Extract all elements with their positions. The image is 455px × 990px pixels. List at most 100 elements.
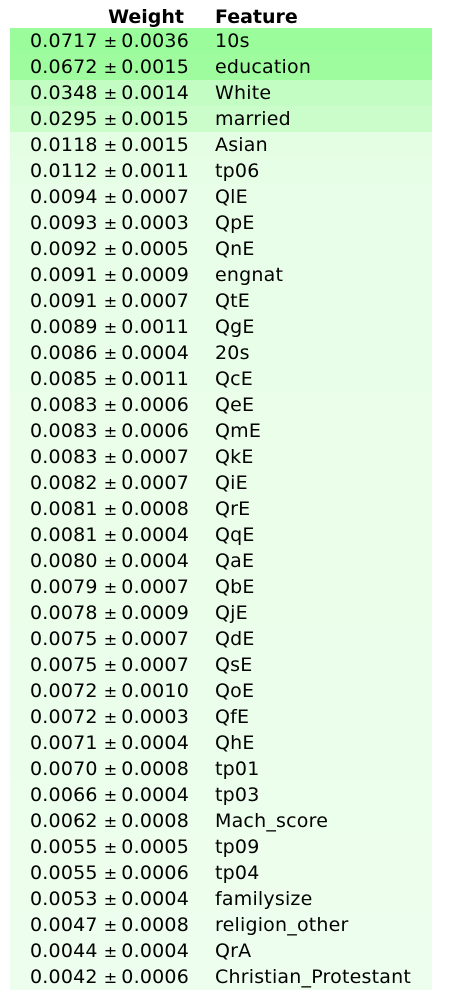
plus-minus-symbol: ± [103,812,118,831]
std-value: 0.0005 [121,238,189,260]
std-value: 0.0015 [121,108,189,130]
plus-minus-symbol: ± [103,448,118,467]
plus-minus-symbol: ± [103,422,118,441]
feature-name: tp09 [215,836,260,858]
weight-cell: 0.0053 ±0.0004 [10,888,189,910]
weight-value: 0.0091 [30,290,98,312]
table-row: 0.0083 ±0.0006 QeE [10,392,432,418]
std-value: 0.0004 [121,342,189,364]
feature-name: QaE [215,550,255,572]
weight-value: 0.0082 [30,472,98,494]
table-row: 0.0089 ±0.0011 QgE [10,314,432,340]
weight-value: 0.0071 [30,732,98,754]
table-row: 0.0086 ±0.0004 20s [10,340,432,366]
std-value: 0.0004 [121,940,189,962]
weight-cell: 0.0094 ±0.0007 [10,186,189,208]
weight-value: 0.0083 [30,420,98,442]
plus-minus-symbol: ± [103,162,118,181]
table-row: 0.0070 ±0.0008 tp01 [10,756,432,782]
std-value: 0.0011 [121,160,189,182]
plus-minus-symbol: ± [103,136,118,155]
std-value: 0.0011 [121,316,189,338]
feature-name: QhE [215,732,255,754]
weight-cell: 0.0295 ±0.0015 [10,108,189,130]
table-row: 0.0085 ±0.0011 QcE [10,366,432,392]
plus-minus-symbol: ± [103,32,118,51]
feature-name: White [215,82,272,104]
weight-value: 0.0078 [30,602,98,624]
feature-name: QbE [215,576,255,598]
table-header: Weight Feature [10,0,432,28]
feature-name: tp04 [215,862,260,884]
std-value: 0.0006 [121,966,189,988]
std-value: 0.0008 [121,914,189,936]
plus-minus-symbol: ± [103,240,118,259]
feature-name: QeE [215,394,255,416]
weight-cell: 0.0070 ±0.0008 [10,758,189,780]
feature-name: QpE [215,212,255,234]
weight-value: 0.0112 [30,160,98,182]
table-body: 0.0717 ±0.0036 10s 0.0672 ±0.0015 education 0.… [10,28,432,990]
weight-value: 0.0072 [30,706,98,728]
feature-name: tp06 [215,160,260,182]
weight-cell: 0.0066 ±0.0004 [10,784,189,806]
weight-value: 0.0092 [30,238,98,260]
std-value: 0.0007 [121,654,189,676]
weight-cell: 0.0082 ±0.0007 [10,472,189,494]
std-value: 0.0007 [121,576,189,598]
weight-cell: 0.0083 ±0.0006 [10,420,189,442]
plus-minus-symbol: ± [103,110,118,129]
plus-minus-symbol: ± [103,734,118,753]
std-value: 0.0004 [121,784,189,806]
feature-name: tp03 [215,784,260,806]
weight-cell: 0.0047 ±0.0008 [10,914,189,936]
table-row: 0.0047 ±0.0008 religion_other [10,912,432,938]
std-value: 0.0004 [121,550,189,572]
weight-cell: 0.0072 ±0.0010 [10,680,189,702]
weight-cell: 0.0348 ±0.0014 [10,82,189,104]
feature-name: tp01 [215,758,260,780]
feature-name: QmE [215,420,262,442]
feature-name: QtE [215,290,251,312]
table-row: 0.0080 ±0.0004 QaE [10,548,432,574]
table-row: 0.0075 ±0.0007 QdE [10,626,432,652]
table-row: 0.0071 ±0.0004 QhE [10,730,432,756]
feature-name: QoE [215,680,255,702]
plus-minus-symbol: ± [103,58,118,77]
std-value: 0.0010 [121,680,189,702]
std-value: 0.0007 [121,186,189,208]
feature-name: QrA [215,940,252,962]
plus-minus-symbol: ± [103,968,118,987]
table-row: 0.0083 ±0.0007 QkE [10,444,432,470]
weight-value: 0.0085 [30,368,98,390]
weight-value: 0.0086 [30,342,98,364]
plus-minus-symbol: ± [103,214,118,233]
feature-name: 10s [215,30,250,52]
plus-minus-symbol: ± [103,864,118,883]
std-value: 0.0008 [121,758,189,780]
std-value: 0.0009 [121,602,189,624]
table-row: 0.0078 ±0.0009 QjE [10,600,432,626]
table-row: 0.0075 ±0.0007 QsE [10,652,432,678]
feature-name: QqE [215,524,255,546]
weight-value: 0.0075 [30,654,98,676]
feature-name: QrE [215,498,251,520]
weight-value: 0.0089 [30,316,98,338]
weight-value: 0.0717 [30,30,98,52]
weight-cell: 0.0075 ±0.0007 [10,628,189,650]
weight-value: 0.0044 [30,940,98,962]
feature-name: QlE [215,186,248,208]
table-row: 0.0055 ±0.0006 tp04 [10,860,432,886]
std-value: 0.0006 [121,394,189,416]
feature-name: QkE [215,446,254,468]
std-value: 0.0003 [121,212,189,234]
plus-minus-symbol: ± [103,188,118,207]
table-row: 0.0042 ±0.0006 Christian_Protestant [10,964,432,990]
weight-cell: 0.0081 ±0.0004 [10,524,189,546]
plus-minus-symbol: ± [103,370,118,389]
plus-minus-symbol: ± [103,682,118,701]
weight-value: 0.0053 [30,888,98,910]
plus-minus-symbol: ± [103,266,118,285]
weight-value: 0.0672 [30,56,98,78]
plus-minus-symbol: ± [103,578,118,597]
